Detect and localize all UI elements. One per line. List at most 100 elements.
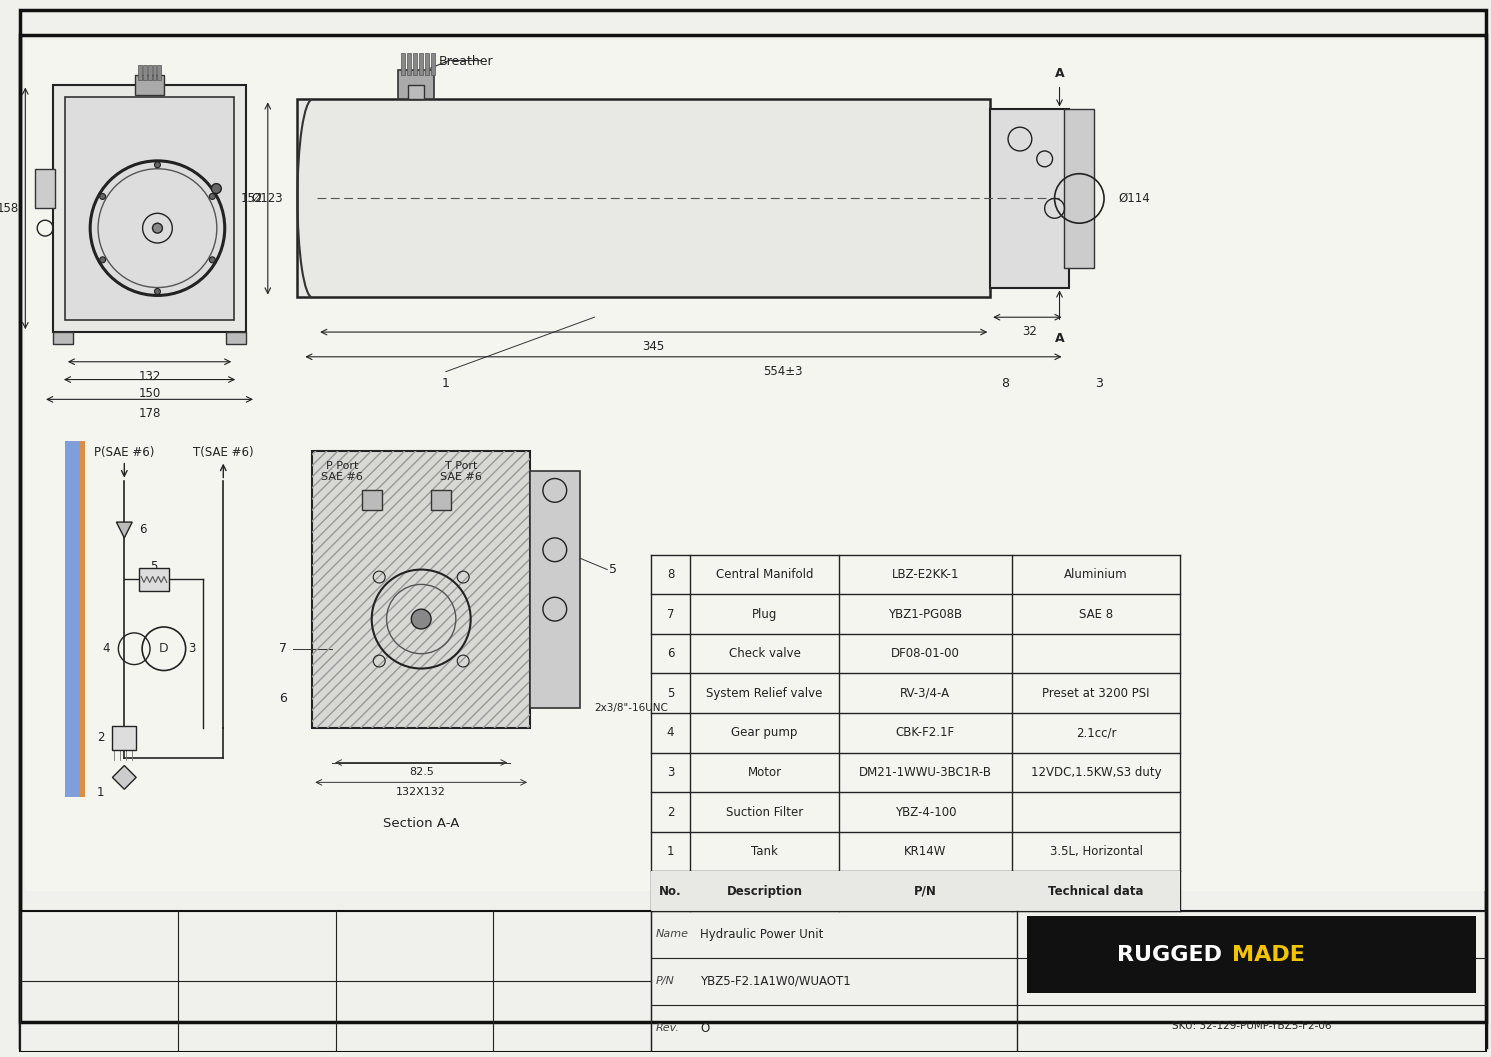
Text: A: A <box>1054 67 1065 79</box>
Bar <box>158 64 161 79</box>
Text: Ø123: Ø123 <box>250 192 283 205</box>
Text: RUGGED: RUGGED <box>1117 945 1221 965</box>
Text: 5: 5 <box>151 559 158 573</box>
Text: 6: 6 <box>666 647 674 661</box>
Text: 132X132: 132X132 <box>397 787 446 797</box>
Text: 2: 2 <box>97 731 104 744</box>
Text: No.: No. <box>659 885 681 897</box>
Text: 132: 132 <box>139 370 161 383</box>
Text: Aluminium: Aluminium <box>1065 568 1129 581</box>
Text: Section A-A: Section A-A <box>383 817 459 830</box>
Text: LBZ-E2KK-1: LBZ-E2KK-1 <box>892 568 959 581</box>
Text: YBZ1-PG08B: YBZ1-PG08B <box>889 608 963 620</box>
Text: SAE 8: SAE 8 <box>1079 608 1114 620</box>
Polygon shape <box>112 765 136 790</box>
Text: Technical data: Technical data <box>1048 885 1144 897</box>
Text: Description: Description <box>726 885 802 897</box>
Text: Name: Name <box>656 929 689 940</box>
Bar <box>312 451 531 728</box>
Text: 6: 6 <box>279 691 286 705</box>
Bar <box>112 726 136 749</box>
Text: Hydraulic Power Unit: Hydraulic Power Unit <box>701 928 823 941</box>
Text: T(SAE #6): T(SAE #6) <box>192 446 253 459</box>
Text: 82.5: 82.5 <box>409 767 434 778</box>
Text: Central Manifold: Central Manifold <box>716 568 814 581</box>
Text: 7: 7 <box>666 608 674 620</box>
Text: 3: 3 <box>189 643 195 655</box>
Bar <box>81 441 85 797</box>
Text: Rev.: Rev. <box>656 1023 680 1033</box>
Text: 3: 3 <box>1096 376 1103 390</box>
Text: T Port
SAE #6: T Port SAE #6 <box>440 461 482 482</box>
Text: D: D <box>160 643 168 655</box>
Text: 178: 178 <box>139 407 161 421</box>
Text: 8: 8 <box>1000 376 1009 390</box>
Text: 152: 152 <box>240 192 262 205</box>
Bar <box>134 75 164 94</box>
Text: P(SAE #6): P(SAE #6) <box>94 446 155 459</box>
Circle shape <box>209 257 215 263</box>
Text: 6: 6 <box>139 523 146 537</box>
Text: 3: 3 <box>666 766 674 779</box>
Text: Preset at 3200 PSI: Preset at 3200 PSI <box>1042 687 1150 700</box>
Text: P/N: P/N <box>914 885 936 897</box>
Text: 345: 345 <box>643 340 665 353</box>
Bar <box>148 64 152 79</box>
Text: 4: 4 <box>666 726 674 739</box>
Text: CBK-F2.1F: CBK-F2.1F <box>896 726 954 739</box>
Bar <box>650 871 1181 911</box>
Text: P/N: P/N <box>656 977 674 986</box>
Bar <box>54 85 246 332</box>
Text: 2.1cc/r: 2.1cc/r <box>1077 726 1117 739</box>
Bar <box>21 911 1487 1052</box>
Text: P Port
SAE #6: P Port SAE #6 <box>321 461 362 482</box>
Bar <box>36 169 55 208</box>
Text: YBZ5-F2.1A1W0/WUAOT1: YBZ5-F2.1A1W0/WUAOT1 <box>701 975 851 987</box>
Text: 4: 4 <box>101 643 109 655</box>
Text: 1: 1 <box>441 376 450 390</box>
Circle shape <box>100 193 106 200</box>
Text: 7: 7 <box>279 643 286 655</box>
Polygon shape <box>116 522 133 538</box>
Text: DM21-1WWU-3BC1R-B: DM21-1WWU-3BC1R-B <box>859 766 992 779</box>
Circle shape <box>155 289 161 295</box>
Bar <box>143 64 146 79</box>
Text: 8: 8 <box>666 568 674 581</box>
Text: SKU: 32-129-PUMP-YBZ5-F2-06: SKU: 32-129-PUMP-YBZ5-F2-06 <box>1172 1021 1331 1032</box>
Text: 3.5L, Horizontal: 3.5L, Horizontal <box>1050 846 1142 858</box>
Bar <box>407 53 412 75</box>
Text: System Relief valve: System Relief valve <box>707 687 823 700</box>
Bar <box>431 53 435 75</box>
Text: 2x3/8"-16UNC: 2x3/8"-16UNC <box>595 703 668 713</box>
Circle shape <box>212 184 221 193</box>
Bar <box>398 70 434 99</box>
Text: A: A <box>1054 332 1065 345</box>
Bar <box>1065 109 1094 267</box>
Text: 2: 2 <box>666 805 674 818</box>
Bar <box>137 64 142 79</box>
Text: 158: 158 <box>0 202 19 215</box>
Bar <box>531 470 580 708</box>
Bar <box>425 53 429 75</box>
Bar <box>409 85 423 99</box>
Text: DF08-01-00: DF08-01-00 <box>892 647 960 661</box>
Bar <box>413 53 417 75</box>
Text: O: O <box>701 1022 710 1035</box>
Text: Breather: Breather <box>438 55 494 68</box>
Bar <box>54 332 73 344</box>
Circle shape <box>412 609 431 629</box>
Bar <box>990 109 1069 288</box>
Bar <box>401 53 406 75</box>
Text: 32: 32 <box>1023 326 1038 338</box>
Text: 12VDC,1.5KW,S3 duty: 12VDC,1.5KW,S3 duty <box>1030 766 1161 779</box>
Text: RV-3/4-A: RV-3/4-A <box>901 687 950 700</box>
Text: Plug: Plug <box>751 608 777 620</box>
Text: 150: 150 <box>139 388 161 401</box>
Bar <box>66 441 81 797</box>
Bar <box>298 99 990 297</box>
Bar <box>362 490 382 511</box>
Bar <box>1027 916 1476 994</box>
Bar <box>152 64 157 79</box>
Text: Check valve: Check valve <box>729 647 801 661</box>
Text: Ø114: Ø114 <box>1118 192 1151 205</box>
